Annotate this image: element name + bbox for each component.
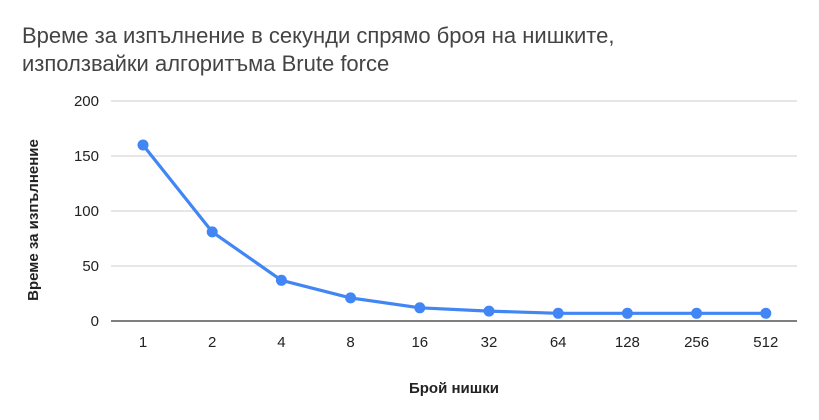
data-point xyxy=(206,226,218,238)
y-tick-labels: 0 50 100 150 200 xyxy=(74,93,99,330)
x-tick-label: 1 xyxy=(139,334,147,351)
gridlines xyxy=(111,100,797,322)
data-point xyxy=(691,307,703,319)
series-line xyxy=(141,143,768,315)
x-tick-label: 4 xyxy=(277,334,285,351)
series-line-path xyxy=(141,143,768,315)
series-points xyxy=(137,139,772,319)
data-point xyxy=(137,139,149,151)
data-point xyxy=(345,292,357,304)
y-tick-label: 150 xyxy=(74,148,99,165)
data-point xyxy=(760,307,772,319)
y-axis-title: Време за изпълнение xyxy=(25,139,42,301)
x-tick-label: 512 xyxy=(753,334,778,351)
chart-title: Време за изпълнение в секунди спрямо бро… xyxy=(22,22,802,78)
y-tick-label: 200 xyxy=(74,93,99,110)
x-tick-labels: 1 2 4 8 16 32 64 128 256 512 xyxy=(139,334,778,351)
data-point xyxy=(621,307,633,319)
y-tick-label: 0 xyxy=(91,313,99,330)
data-point xyxy=(552,307,564,319)
y-tick-label: 50 xyxy=(82,258,99,275)
x-tick-label: 2 xyxy=(208,334,216,351)
x-tick-label: 64 xyxy=(550,334,567,351)
data-point xyxy=(275,274,287,286)
chart-title-line-2: използвайки алгоритъма Brute force xyxy=(22,51,390,76)
x-tick-label: 16 xyxy=(411,334,428,351)
chart-title-line-1: Време за изпълнение в секунди спрямо бро… xyxy=(22,23,615,48)
x-tick-label: 32 xyxy=(481,334,498,351)
x-tick-label: 128 xyxy=(615,334,640,351)
x-tick-label: 256 xyxy=(684,334,709,351)
x-tick-label: 8 xyxy=(346,334,354,351)
x-axis-title: Брой нишки xyxy=(409,380,499,397)
data-point xyxy=(483,305,495,317)
data-point xyxy=(414,302,426,314)
y-tick-label: 100 xyxy=(74,203,99,220)
